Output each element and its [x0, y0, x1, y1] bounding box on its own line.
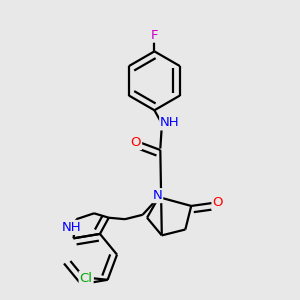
Text: Cl: Cl	[80, 272, 93, 285]
Text: F: F	[151, 29, 158, 42]
Text: N: N	[152, 189, 162, 202]
Text: NH: NH	[160, 116, 180, 129]
Text: O: O	[130, 136, 141, 149]
Text: NH: NH	[61, 221, 81, 234]
Text: O: O	[212, 196, 223, 209]
